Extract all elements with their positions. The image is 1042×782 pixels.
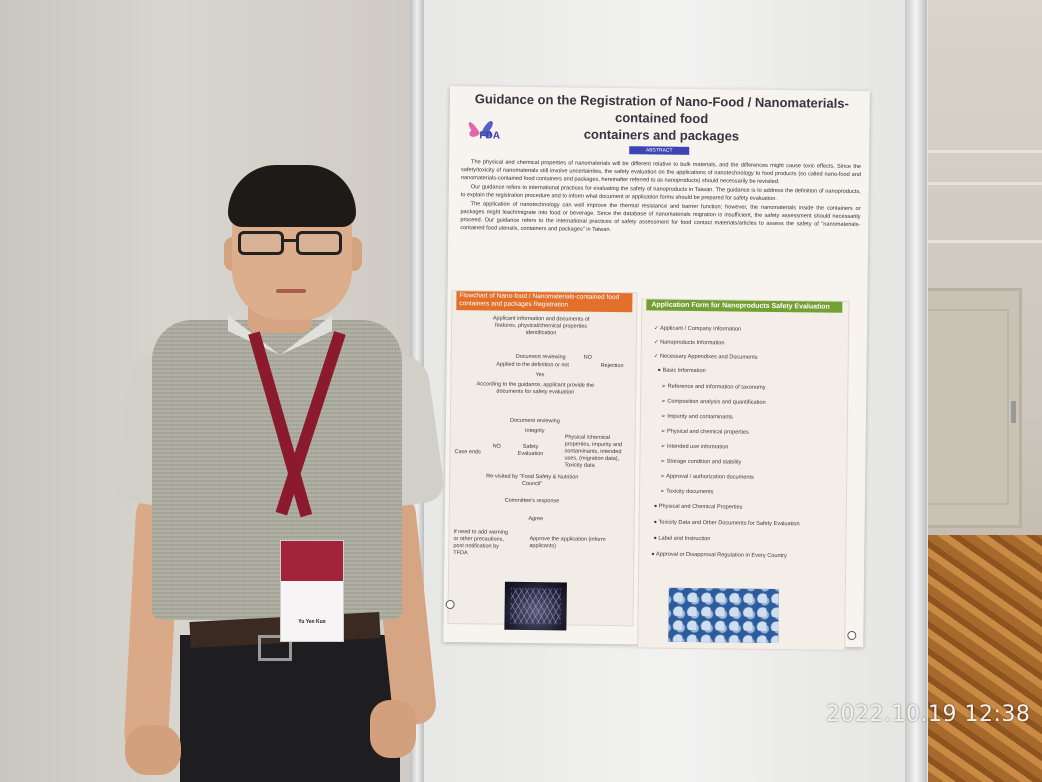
flow-step: Applied to the definition or not [496, 361, 570, 369]
glasses-lens [238, 231, 284, 255]
form-item: Impurity and contaminants [667, 413, 733, 421]
glasses-lens [296, 231, 342, 255]
poster-title-line1: Guidance on the Registration of Nano-Foo… [474, 91, 849, 127]
poster-title: Guidance on the Registration of Nano-Foo… [461, 90, 862, 146]
form-item: Reference and information of taxonomy [667, 383, 766, 391]
butterfly-logo-icon [468, 121, 493, 137]
fda-logo-text: FDA [479, 130, 501, 142]
abstract-tag: ABSTRACT [629, 146, 690, 155]
right-hand [370, 700, 416, 758]
form-item: Nanoproducts Information [660, 339, 725, 347]
form-item: Applicant / Company Information [659, 325, 742, 333]
flow-step: Re-visited by "Food Safety & Nutrition C… [486, 473, 579, 488]
form-item: Necessary Appendixes and Documents [659, 353, 758, 361]
abstract-text: The physical and chemical properties of … [460, 158, 861, 238]
ceiling-molding [905, 182, 1042, 185]
application-form-list: ✓ Applicant / Company Information ✓ Nano… [651, 325, 800, 560]
flow-side-note: Physical /chemical properties, impurity … [564, 434, 623, 469]
flowchart-section: Flowchart of Nano-food / Nanomaterials-c… [447, 290, 638, 631]
nanoparticle-image [668, 587, 779, 644]
glasses-bridge [283, 239, 297, 242]
flow-yes-label: Yes [535, 372, 545, 379]
form-item: Toxicity documents [666, 488, 714, 496]
door-handle [1011, 401, 1016, 423]
flowchart: Applicant information and documents of f… [453, 315, 632, 557]
flow-step: Applicant information and documents of f… [492, 315, 590, 337]
mouth [276, 289, 306, 293]
ceiling-molding [905, 240, 1042, 243]
form-item: Approval or Disapproval Regulation in Ev… [655, 551, 787, 560]
ceiling-molding [905, 150, 1042, 153]
left-hand [125, 725, 181, 775]
badge-name: Yu Yen Kuo [298, 619, 326, 625]
badge-banner [281, 541, 343, 581]
form-item: Intended use information [666, 443, 729, 451]
name-badge: Yu Yen Kuo [280, 540, 344, 642]
flow-safety-evaluation: Safety Evaluation [517, 443, 544, 458]
flowchart-heading: Flowchart of Nano-food / Nanomaterials-c… [456, 291, 633, 313]
pin-icon [847, 630, 857, 641]
poster: Guidance on the Registration of Nano-Foo… [443, 86, 870, 651]
flow-no-label: NO [492, 443, 501, 450]
flow-step: If need to add warning or other precauti… [453, 529, 509, 557]
flow-step: Approve the application (inform applican… [529, 536, 606, 550]
person: Yu Yen Kuo [111, 165, 450, 782]
flow-agree: Agree [528, 515, 544, 523]
form-item: Basic Information [662, 367, 706, 375]
form-item: Composition analysis and quantification [667, 398, 766, 406]
shirt [152, 320, 402, 620]
form-item: Physical and Chemical Properties [658, 503, 743, 511]
door-panel [925, 309, 1009, 505]
glasses-icon [238, 231, 348, 259]
abstract-paragraph: The physical and chemical properties of … [460, 159, 862, 186]
form-item: Toxicity Data and Other Documents for Sa… [658, 519, 800, 528]
flow-rejection: Rejection [600, 362, 624, 370]
form-item: Physical and chemical properties [667, 428, 749, 436]
nanotube-image [504, 581, 567, 631]
form-item: Approval / authorization documents [666, 473, 754, 481]
hair [228, 165, 356, 227]
flow-step: Document reviewing [509, 417, 560, 425]
form-item: Storage condition and stability [666, 458, 742, 466]
abstract-paragraph: The application of nanotechnology can we… [460, 201, 861, 233]
panel-frame-right [905, 0, 927, 782]
application-form-heading: Application Form for Nanoproducts Safety… [646, 299, 843, 313]
photo-timestamp: 2022.10.19 12:38 [826, 702, 1031, 727]
flow-integrity: Integrity [524, 427, 545, 435]
flow-case-ends: Case ends [454, 449, 481, 456]
door [912, 288, 1022, 528]
flow-no-label: NO [583, 354, 592, 361]
poster-title-line2: containers and packages [583, 126, 740, 144]
belt-buckle [258, 635, 292, 661]
flow-step: Committee's response [504, 497, 560, 505]
form-item: Label and Instruction [658, 535, 711, 543]
flow-step: Document reviewing [515, 353, 566, 361]
flow-step: According to the guidance, applicant pro… [476, 381, 595, 396]
application-form-section: Application Form for Nanoproducts Safety… [637, 298, 850, 651]
